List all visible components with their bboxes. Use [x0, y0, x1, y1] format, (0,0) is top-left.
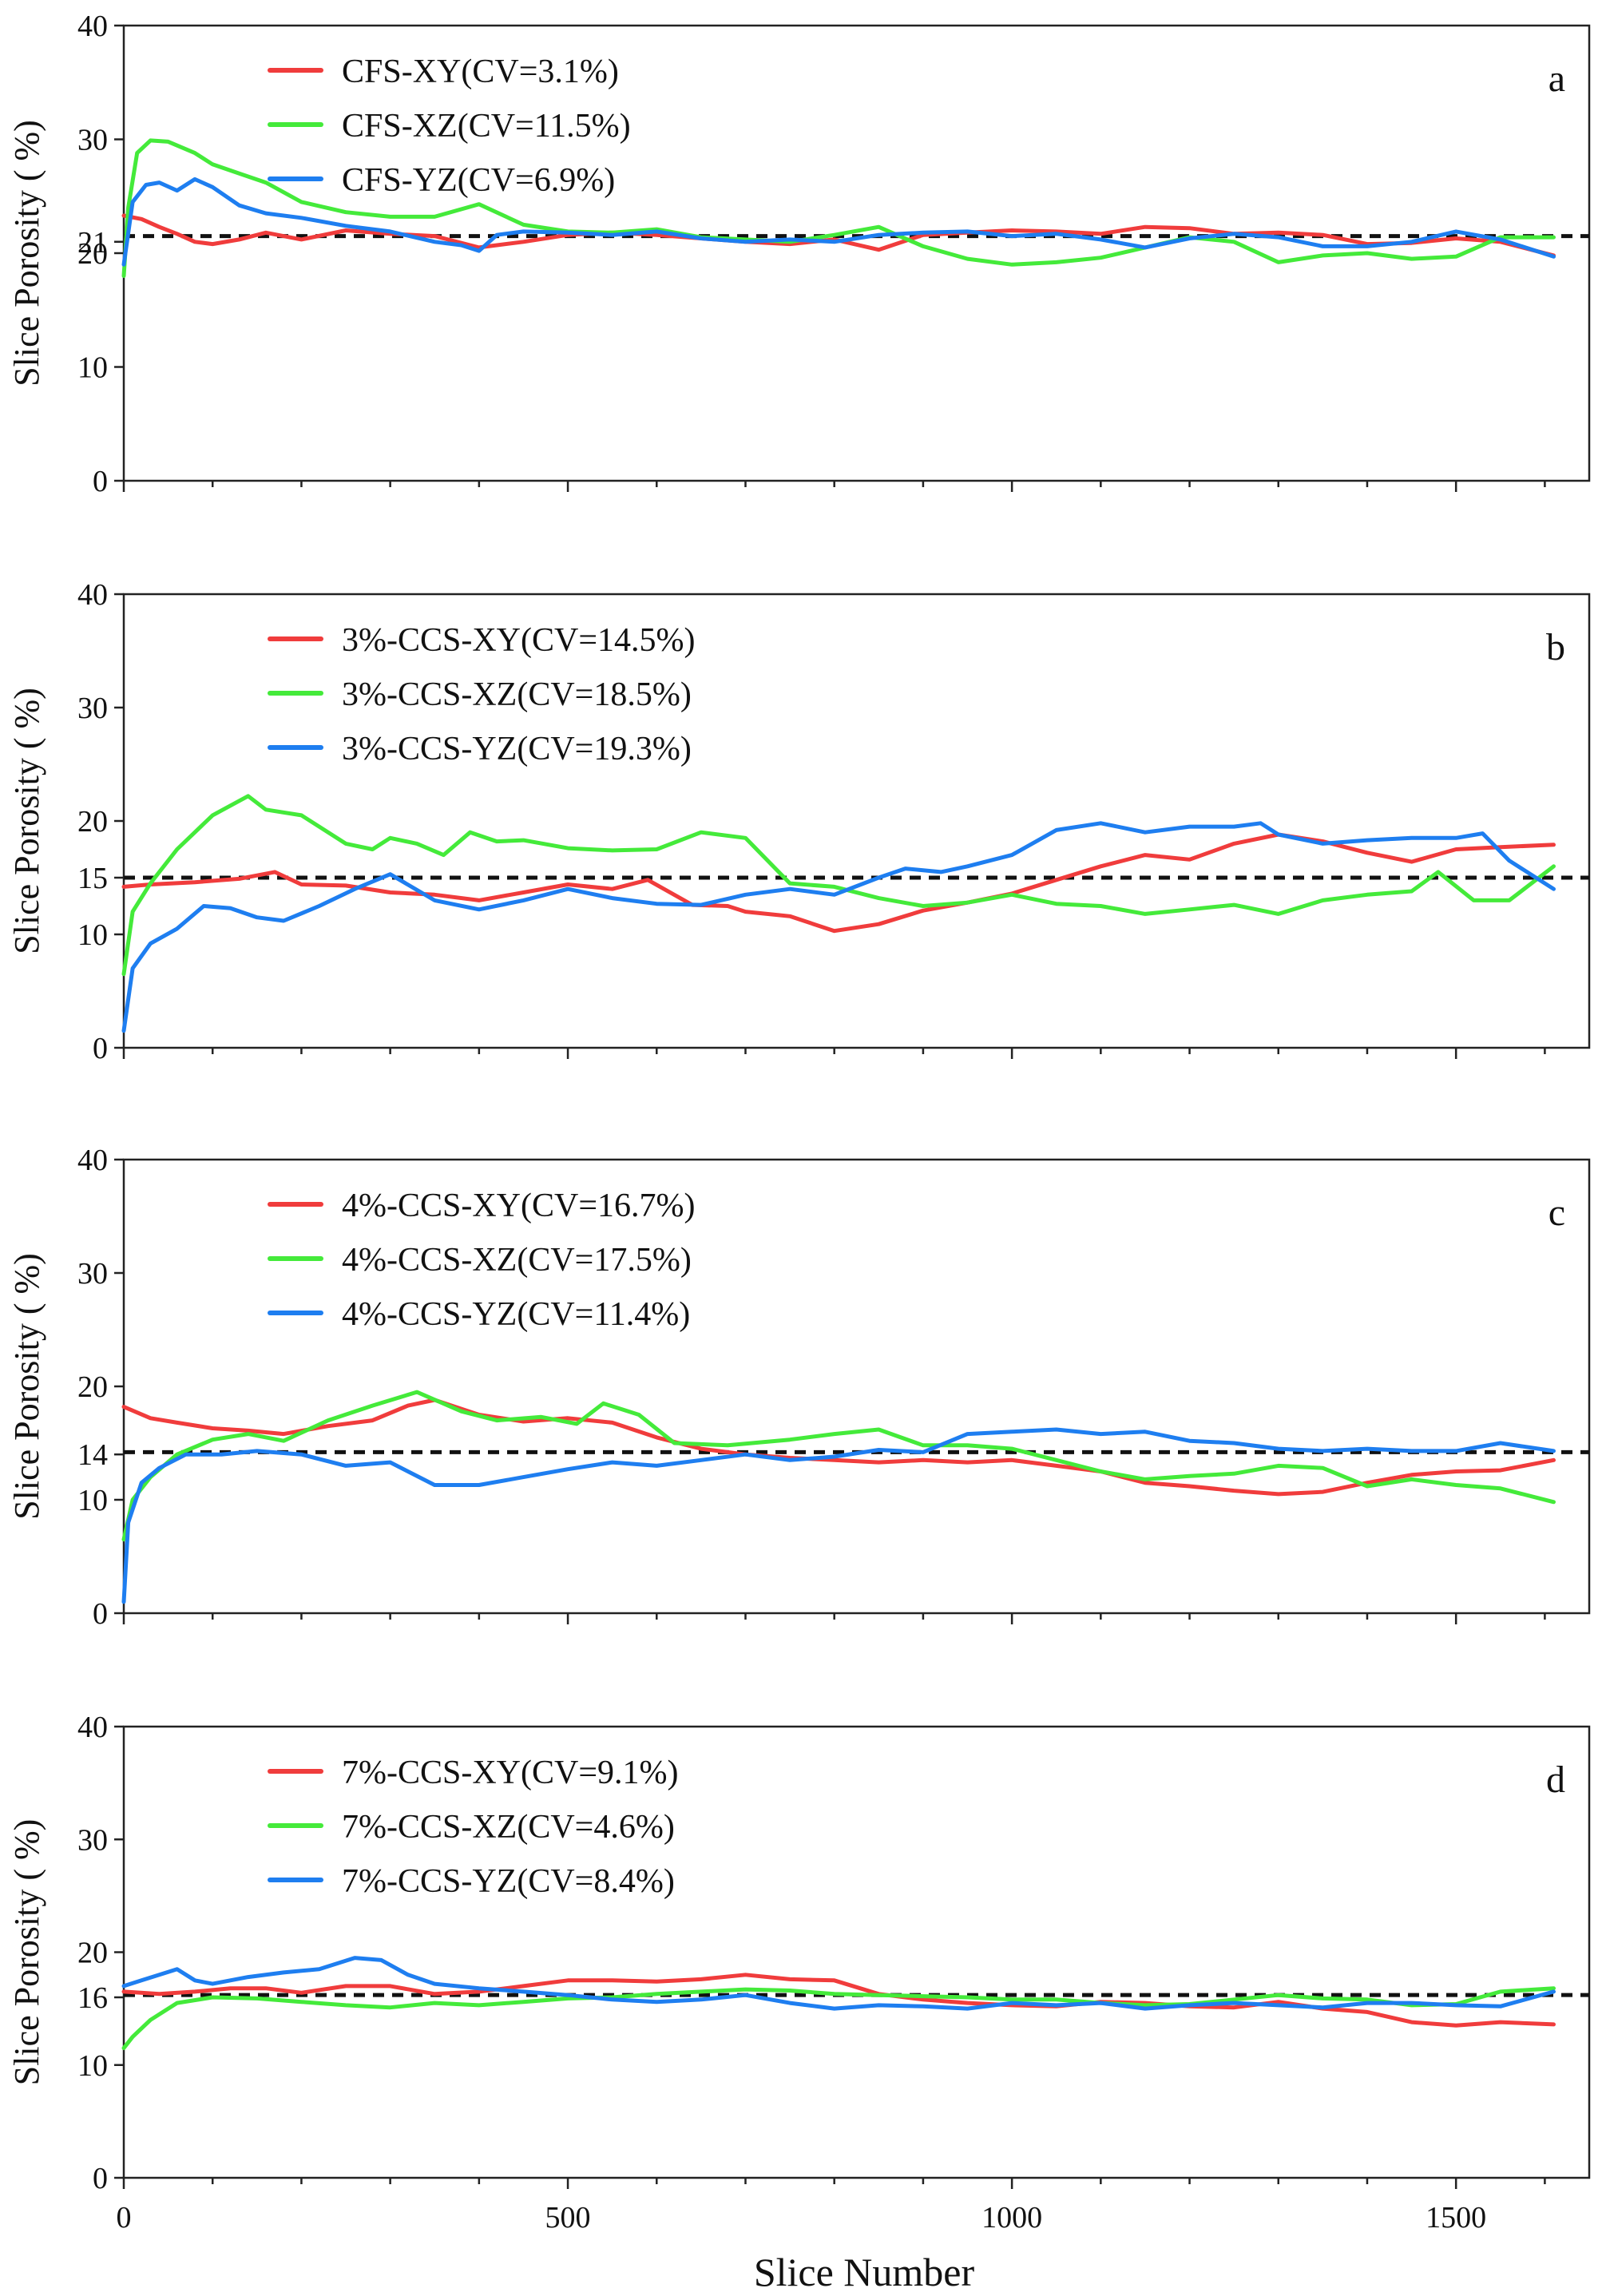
y-axis-title: Slice Porosity ( %) [7, 120, 46, 387]
series-line-xz [121, 138, 1556, 278]
legend-label-xz: CFS-XZ(CV=11.5%) [342, 108, 631, 145]
y-tick-label: 30 [77, 1823, 108, 1857]
y-tick-label: 0 [93, 1597, 108, 1631]
series-line-xz [121, 1390, 1556, 1542]
y-tick-label: 20 [77, 805, 108, 839]
y-tick-label: 16 [77, 1981, 108, 2015]
y-tick-label: 0 [93, 1032, 108, 1065]
y-tick-label: 40 [77, 578, 108, 612]
series-line-yz [121, 821, 1556, 1033]
x-tick-label: 1000 [981, 2201, 1042, 2235]
y-tick-label: 10 [77, 1484, 108, 1517]
x-tick-label: 0 [117, 2201, 132, 2235]
y-tick-label: 10 [77, 2049, 108, 2083]
plot-frame [122, 593, 1591, 1049]
x-tick-labels: 0 500 1000 1500 [117, 2201, 1487, 2235]
legend-label-yz: CFS-YZ(CV=6.9%) [342, 162, 615, 199]
y-tick-label: 40 [77, 1144, 108, 1177]
legend-label-xy: 4%-CCS-XY(CV=16.7%) [342, 1188, 696, 1224]
y-tick-label: 20 [77, 1370, 108, 1404]
plot-frame [122, 1158, 1591, 1615]
y-tick-label: 30 [77, 692, 108, 725]
y-tick-label: 30 [77, 1257, 108, 1291]
panel-letter: b [1546, 626, 1565, 668]
series-line-xz [121, 794, 1556, 977]
x-tick-label: 1500 [1426, 2201, 1486, 2235]
series-line-yz [121, 176, 1556, 267]
y-tick-label: 30 [77, 124, 108, 157]
legend-label-xz: 7%-CCS-XZ(CV=4.6%) [342, 1809, 675, 1846]
y-tick-label: 0 [93, 2162, 108, 2195]
chart-panel-d: 0 10 16 20 30 40 Slice Porosity ( %) 7%-CCS-XY(… [7, 1711, 1591, 2195]
legend: 7%-CCS-XY(CV=9.1%) 7%-CCS-XZ(CV=4.6%) 7%-C… [268, 1755, 679, 1900]
legend: 3%-CCS-XY(CV=14.5%) 3%-CCS-XZ(CV=18.5%) 3%… [268, 622, 696, 767]
y-tick-label: 10 [77, 918, 108, 952]
y-tick-label: 10 [77, 351, 108, 385]
y-axis-title: Slice Porosity ( %) [7, 1819, 46, 2086]
y-tick-label: 40 [77, 1711, 108, 1744]
y-tick-label: 40 [77, 10, 108, 43]
series-line-yz [121, 1956, 1556, 2011]
x-axis-title: Slice Number [754, 2250, 975, 2294]
y-tick-label: 20 [77, 237, 108, 271]
y-axis-title: Slice Porosity ( %) [7, 1253, 46, 1520]
y-tick-label: 0 [93, 465, 108, 498]
y-tick-label: 15 [77, 862, 108, 895]
legend-label-xz: 3%-CCS-XZ(CV=18.5%) [342, 676, 692, 713]
legend-label-xy: 7%-CCS-XY(CV=9.1%) [342, 1755, 679, 1791]
series-line-xy [121, 832, 1556, 934]
y-axis-title: Slice Porosity ( %) [7, 688, 46, 954]
y-tick-label: 14 [77, 1438, 108, 1472]
series-line-yz [121, 1427, 1556, 1604]
chart-panel-b: 0 10 15 20 30 40 Slice Porosity ( %) 3%-CCS-XY(… [7, 578, 1591, 1065]
panel-letter: c [1549, 1192, 1565, 1234]
y-tick-label: 21 [77, 226, 108, 260]
series-line-xz [121, 1986, 1556, 2051]
panel-letter: d [1546, 1759, 1565, 1801]
legend-label-xz: 4%-CCS-XZ(CV=17.5%) [342, 1242, 692, 1279]
y-tick-label: 20 [77, 1937, 108, 1970]
legend-label-yz: 7%-CCS-YZ(CV=8.4%) [342, 1863, 675, 1900]
legend-label-yz: 4%-CCS-YZ(CV=11.4%) [342, 1296, 690, 1333]
plot-frame [122, 1725, 1591, 2179]
chart-panel-c: 0 10 14 20 30 40 Slice Porosity ( %) 4%-CCS-XY(… [7, 1144, 1591, 1631]
series-line-xy [121, 1398, 1556, 1497]
legend: CFS-XY(CV=3.1%) CFS-XZ(CV=11.5%) CFS-YZ(CV… [268, 54, 631, 199]
x-tick-label: 500 [545, 2201, 591, 2235]
legend-label-xy: 3%-CCS-XY(CV=14.5%) [342, 622, 696, 659]
panel-letter: a [1549, 57, 1565, 100]
legend-label-xy: CFS-XY(CV=3.1%) [342, 54, 619, 90]
legend-label-yz: 3%-CCS-YZ(CV=19.3%) [342, 731, 692, 767]
legend: 4%-CCS-XY(CV=16.7%) 4%-CCS-XZ(CV=17.5%) 4%… [268, 1188, 696, 1333]
